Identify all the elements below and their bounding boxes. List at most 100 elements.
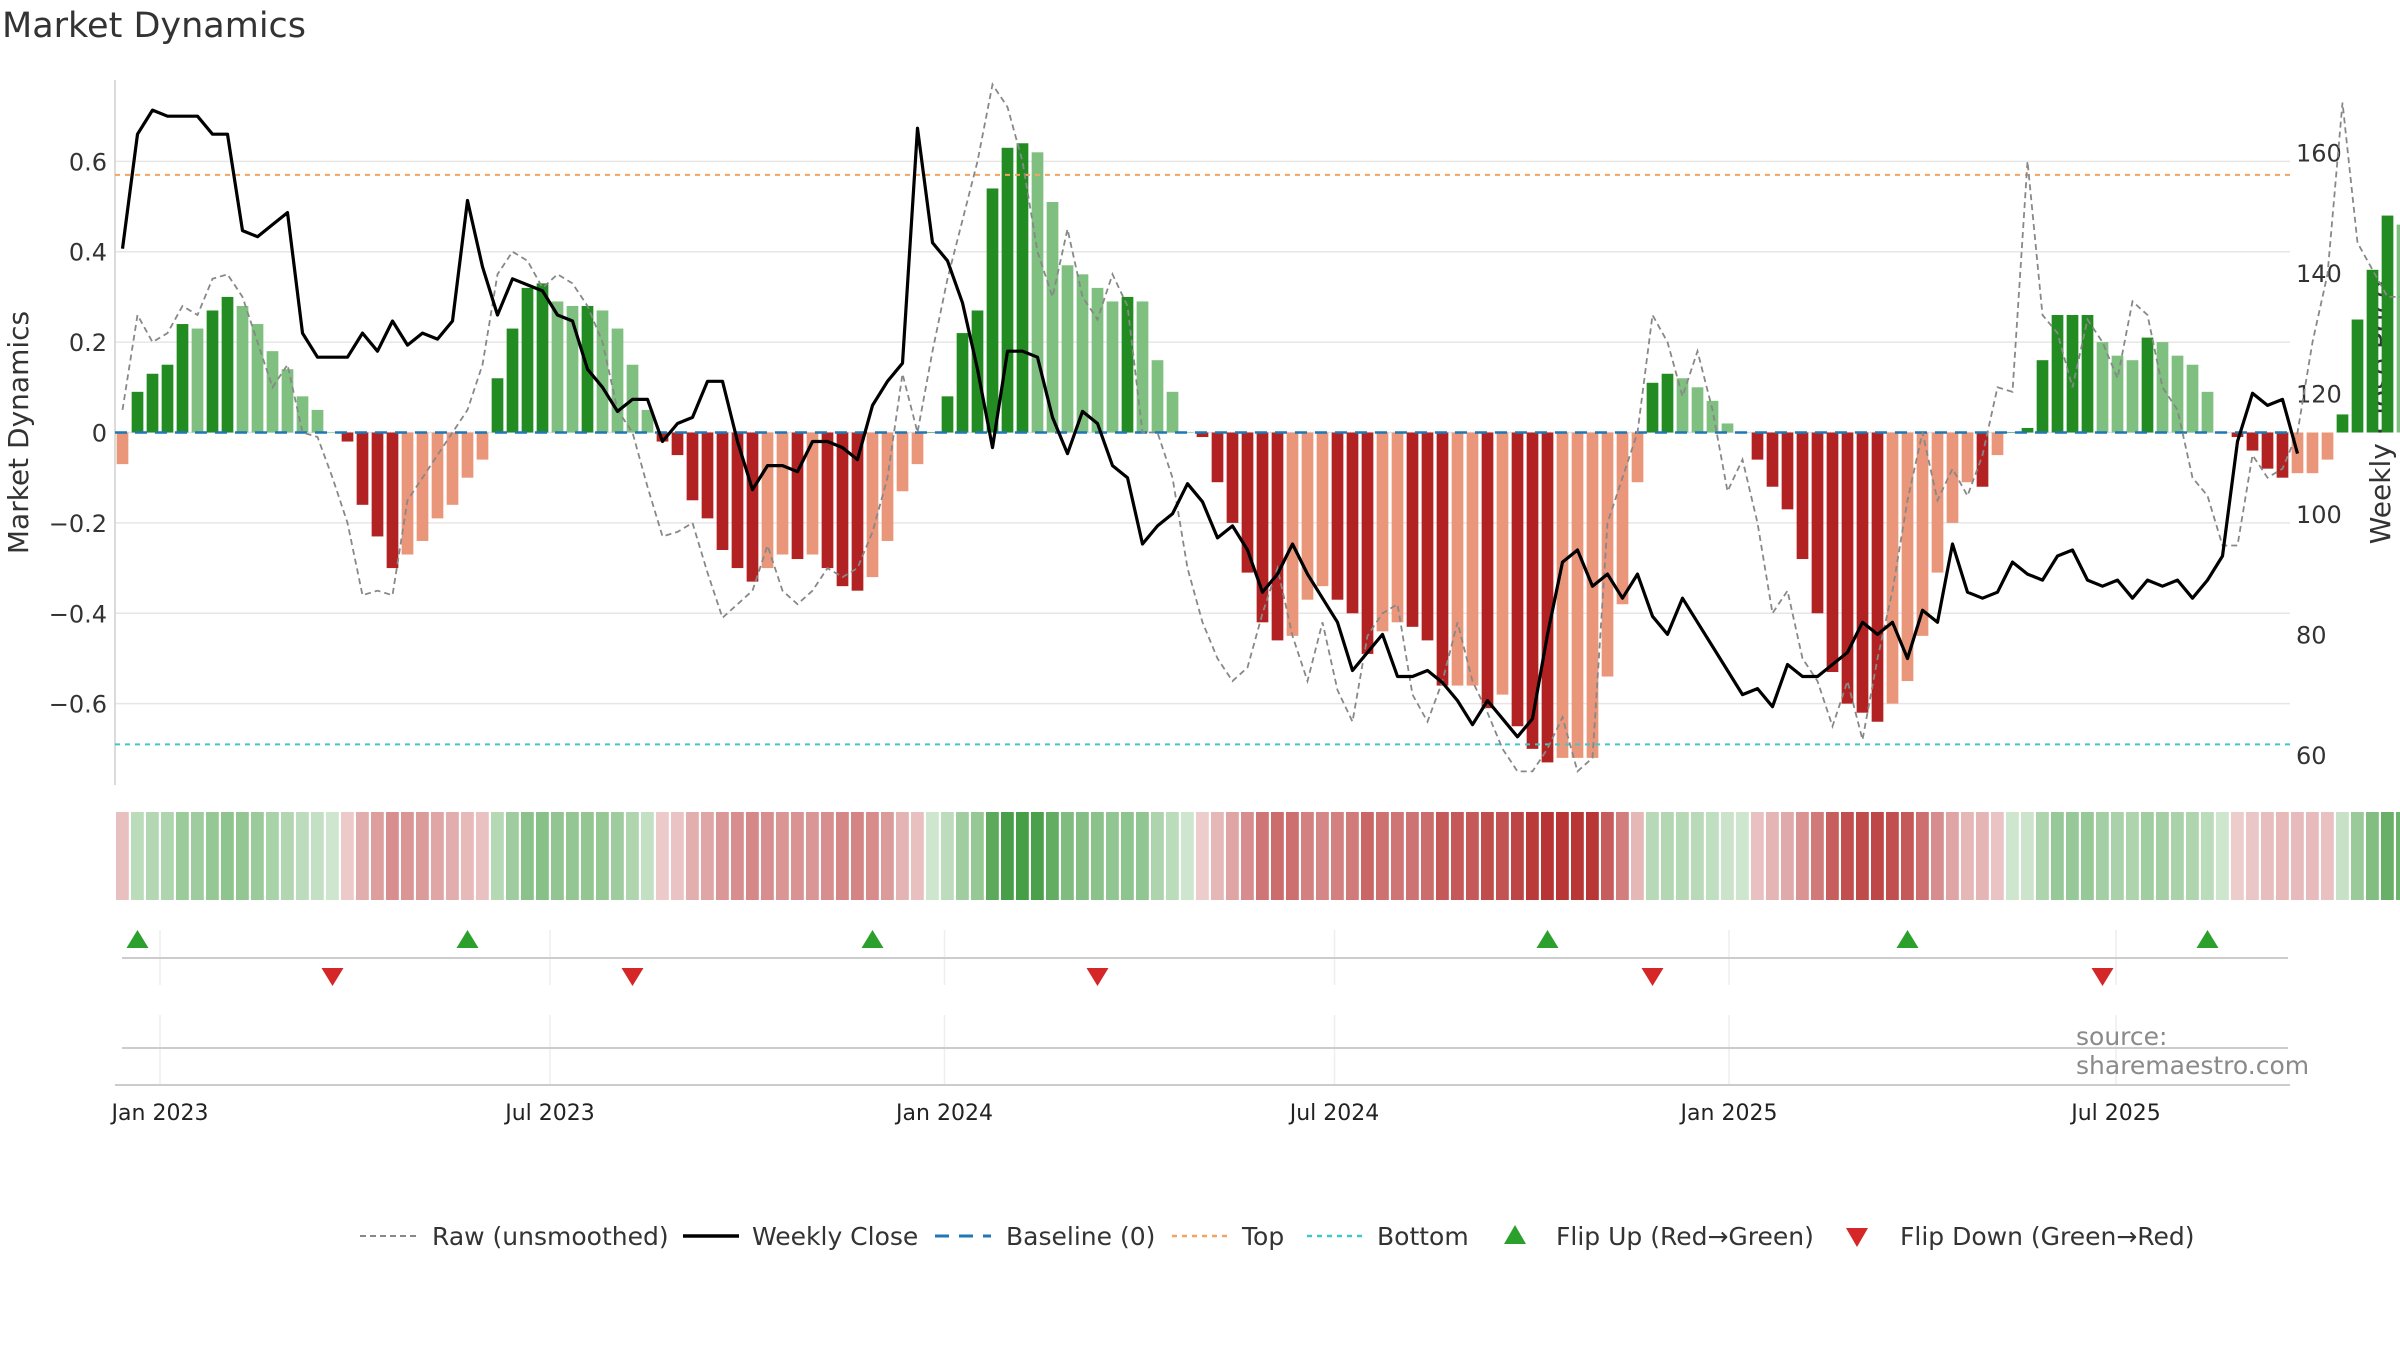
heat-strip-cell xyxy=(1991,812,2004,900)
dynamics-bar xyxy=(1992,433,2004,456)
legend-label: Baseline (0) xyxy=(1006,1222,1155,1251)
heat-strip-cell xyxy=(971,812,984,900)
y2-tick-label: 140 xyxy=(2296,260,2342,288)
heat-strip-cell xyxy=(1331,812,1344,900)
heat-strip-cell xyxy=(371,812,384,900)
flip-down-marker xyxy=(1642,968,1664,986)
dynamics-bar xyxy=(312,410,324,433)
flip-down-marker xyxy=(2092,968,2114,986)
heat-strip-cell xyxy=(1481,812,1494,900)
dynamics-bar xyxy=(537,283,549,432)
heat-strip-cell xyxy=(2186,812,2199,900)
y-tick-label: 0.4 xyxy=(69,239,107,267)
heat-strip-cell xyxy=(1361,812,1374,900)
heat-strip-cell xyxy=(1181,812,1194,900)
heat-strip-cell xyxy=(401,812,414,900)
dynamics-bar xyxy=(1917,433,1929,636)
heat-strip-cell xyxy=(1541,812,1554,900)
dynamics-bar xyxy=(2157,342,2169,432)
heat-strip-cell xyxy=(1316,812,1329,900)
heat-strip-cell xyxy=(2246,812,2259,900)
heat-strip-cell xyxy=(206,812,219,900)
heat-strip-cell xyxy=(1751,812,1764,900)
heat-strip-cell xyxy=(2036,812,2049,900)
dynamics-bar xyxy=(687,433,699,501)
heat-strip-cell xyxy=(2081,812,2094,900)
heat-strip-cell xyxy=(1496,812,1509,900)
heat-strip-cell xyxy=(1061,812,1074,900)
heat-strip-cell xyxy=(2051,812,2064,900)
heat-strip-cell xyxy=(506,812,519,900)
heat-strip-cell xyxy=(2021,812,2034,900)
heat-strip-cell xyxy=(836,812,849,900)
y-tick-label: −0.2 xyxy=(49,510,107,538)
dynamics-bar xyxy=(1377,433,1389,632)
dynamics-bar xyxy=(267,351,279,432)
y-tick-label: −0.6 xyxy=(49,691,107,719)
heat-strip-cell xyxy=(1931,812,1944,900)
dynamics-bar xyxy=(1032,152,1044,432)
heat-strip-cell xyxy=(1796,812,1809,900)
heat-strip-cell xyxy=(1301,812,1314,900)
chart-title: Market Dynamics xyxy=(2,6,306,46)
heat-strip-cell xyxy=(701,812,714,900)
dynamics-bar xyxy=(1692,387,1704,432)
heat-strip-cell xyxy=(2216,812,2229,900)
heat-strip-cell xyxy=(1406,812,1419,900)
dynamics-bar xyxy=(1257,433,1269,623)
dynamics-bar xyxy=(867,433,879,578)
heat-strip-cell xyxy=(1226,812,1239,900)
heat-strip-cell xyxy=(1466,812,1479,900)
dynamics-bar xyxy=(1827,433,1839,673)
dynamics-bar xyxy=(2097,342,2109,432)
dynamics-bar xyxy=(957,333,969,432)
heat-strip-cell xyxy=(1961,812,1974,900)
dynamics-bar xyxy=(912,433,924,465)
dynamics-bar xyxy=(1947,433,1959,523)
dynamics-bar xyxy=(1632,433,1644,483)
heat-strip-cell xyxy=(191,812,204,900)
dynamics-bar xyxy=(132,392,144,433)
dynamics-bar xyxy=(522,288,534,433)
heat-strip-cell xyxy=(326,812,339,900)
dynamics-bar xyxy=(2187,365,2199,433)
dynamics-bar xyxy=(1392,433,1404,623)
dynamics-bar xyxy=(1572,433,1584,758)
dynamics-bar xyxy=(1362,433,1374,654)
heat-strip-cell xyxy=(911,812,924,900)
heat-strip-cell xyxy=(1601,812,1614,900)
dynamics-bar xyxy=(777,433,789,555)
y-tick-label: 0.2 xyxy=(69,329,107,357)
dynamics-bar xyxy=(1062,265,1074,432)
dynamics-bar xyxy=(1962,433,1974,483)
dynamics-bar xyxy=(192,329,204,433)
dynamics-bar xyxy=(702,433,714,519)
dynamics-bar xyxy=(357,433,369,505)
heat-strip-cell xyxy=(641,812,654,900)
x-tick-label: Jul 2025 xyxy=(2069,1101,2161,1126)
heat-strip-cell xyxy=(1376,812,1389,900)
heat-strip-cell xyxy=(1211,812,1224,900)
heat-strip-cell xyxy=(941,812,954,900)
dynamics-bar xyxy=(2247,433,2259,451)
heat-strip-cell xyxy=(2231,812,2244,900)
heat-strip-cell xyxy=(416,812,429,900)
flip-up-marker xyxy=(1897,930,1919,948)
dynamics-bar xyxy=(597,310,609,432)
dynamics-bar xyxy=(342,433,354,442)
heat-strip-cell xyxy=(1871,812,1884,900)
dynamics-bar xyxy=(672,433,684,456)
heat-strip-cell xyxy=(851,812,864,900)
heat-strip-cell xyxy=(491,812,504,900)
heat-strip-cell xyxy=(2171,812,2184,900)
dynamics-bar xyxy=(1512,433,1524,727)
dynamics-bar xyxy=(117,433,129,465)
heat-strip-cell xyxy=(1661,812,1674,900)
heat-strip-cell xyxy=(2381,812,2394,900)
heat-strip-cell xyxy=(1976,812,1989,900)
dynamics-bar xyxy=(1212,433,1224,483)
heat-strip-cell xyxy=(1646,812,1659,900)
dynamics-bar xyxy=(282,369,294,432)
heat-strip-cell xyxy=(236,812,249,900)
